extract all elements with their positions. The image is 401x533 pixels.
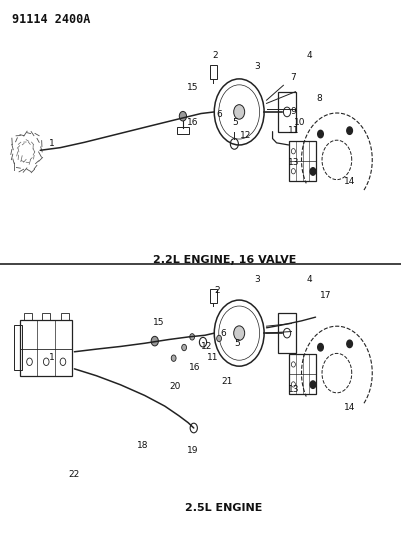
Circle shape (189, 334, 194, 340)
Circle shape (233, 104, 244, 119)
Bar (277, 92, 296, 132)
Text: 3: 3 (254, 276, 259, 284)
Text: 18: 18 (137, 441, 148, 449)
Bar (209, 65, 217, 79)
Text: 2: 2 (212, 52, 217, 60)
Text: 5: 5 (234, 340, 239, 348)
Bar (24, 313, 32, 320)
Bar (209, 289, 217, 303)
Circle shape (216, 335, 221, 342)
Text: 13: 13 (287, 158, 298, 167)
Text: 1: 1 (49, 140, 55, 148)
Text: 4: 4 (306, 276, 312, 284)
Text: 11: 11 (207, 353, 218, 361)
Circle shape (171, 355, 176, 361)
Text: 1: 1 (49, 353, 55, 361)
Text: 8: 8 (316, 94, 322, 103)
Text: 6: 6 (220, 329, 225, 337)
Circle shape (233, 326, 244, 341)
Text: 12: 12 (201, 342, 212, 351)
Text: 5: 5 (232, 118, 237, 127)
Text: 4: 4 (306, 52, 312, 60)
Bar (20, 320, 72, 376)
Text: 12: 12 (239, 132, 250, 140)
Circle shape (309, 168, 315, 175)
Text: 2: 2 (214, 286, 219, 295)
Circle shape (179, 111, 186, 121)
Circle shape (151, 336, 158, 346)
Text: 21: 21 (221, 377, 232, 385)
Text: 15: 15 (187, 84, 198, 92)
Circle shape (346, 127, 352, 134)
Text: 91114 2400A: 91114 2400A (12, 13, 90, 26)
Bar (289, 354, 315, 394)
Text: 16: 16 (187, 118, 198, 127)
Circle shape (346, 340, 352, 348)
Text: 13: 13 (287, 385, 298, 393)
Text: 20: 20 (169, 382, 180, 391)
Bar (277, 313, 296, 353)
Bar (42, 313, 50, 320)
Bar (14, 325, 22, 370)
Text: 3: 3 (254, 62, 259, 71)
Text: 9: 9 (290, 108, 296, 116)
Text: 19: 19 (187, 446, 198, 455)
Bar (176, 127, 188, 134)
Text: 2.5L ENGINE: 2.5L ENGINE (184, 503, 261, 513)
Text: 14: 14 (343, 177, 354, 185)
Text: 7: 7 (290, 73, 296, 82)
Text: 6: 6 (216, 110, 221, 119)
Text: 22: 22 (69, 470, 80, 479)
Text: 17: 17 (319, 292, 330, 300)
Circle shape (181, 344, 186, 351)
Circle shape (317, 130, 322, 138)
Bar (289, 141, 315, 181)
Text: 15: 15 (153, 318, 164, 327)
Text: 16: 16 (189, 364, 200, 372)
Text: 2.2L ENGINE, 16 VALVE: 2.2L ENGINE, 16 VALVE (152, 255, 296, 265)
Bar (60, 313, 68, 320)
Text: 14: 14 (343, 403, 354, 412)
Circle shape (309, 381, 315, 389)
Circle shape (317, 343, 322, 351)
Text: 10: 10 (293, 118, 304, 127)
Text: 11: 11 (287, 126, 298, 135)
